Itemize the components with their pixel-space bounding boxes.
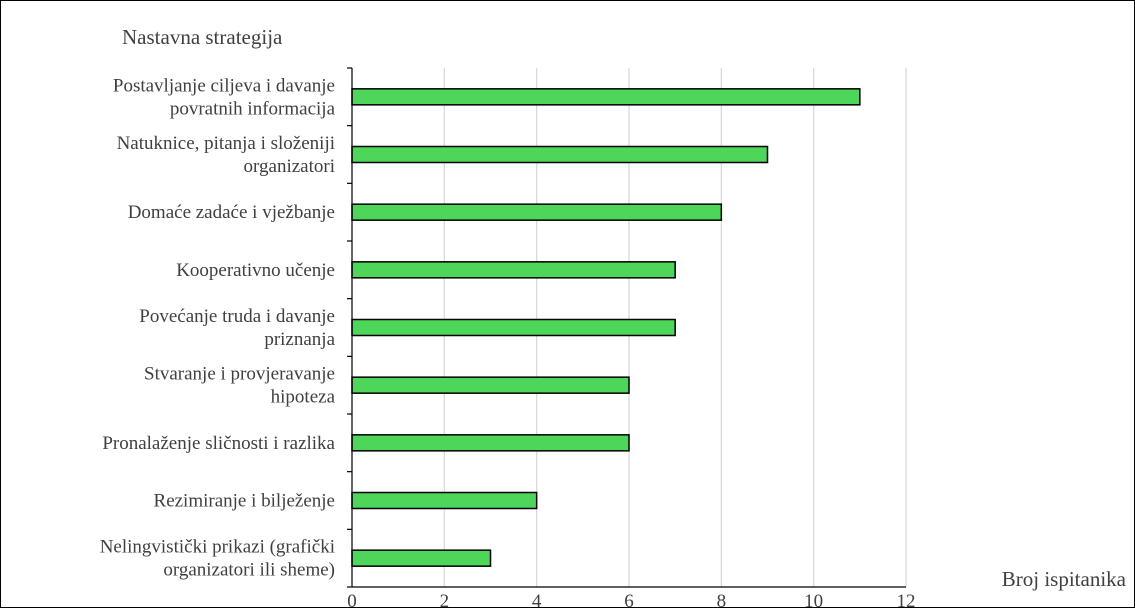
category-label: Natuknice, pitanja i složeniji organizato… (117, 133, 335, 177)
bars (351, 88, 861, 567)
category-label: Rezimiranje i bilježenje (154, 491, 335, 512)
bar (351, 203, 723, 221)
category-label-line: Kooperativno učenje (176, 260, 335, 281)
category-label-line: Povećanje truda i davanje (139, 306, 335, 327)
category-label-line: Nelingvistički prikazi (grafički (100, 537, 335, 558)
category-label-line: Rezimiranje i bilježenje (154, 491, 335, 512)
category-label-line: organizatori (244, 156, 335, 177)
x-tick-label: 2 (440, 591, 450, 609)
category-label-line: Stvaranje i provjeravanje (144, 364, 335, 385)
x-tick-labels: 0 2 4 6 8 10 12 (347, 591, 915, 609)
bar (351, 549, 492, 567)
category-labels: Postavljanje ciljeva i davanje povratnih … (100, 75, 336, 580)
x-tick-label: 8 (717, 591, 727, 609)
x-tick-label: 10 (804, 591, 823, 609)
category-label: Pronalaženje sličnosti i razlika (102, 433, 335, 454)
category-label: Stvaranje i provjeravanje hipoteza (144, 364, 336, 408)
category-label-line: priznanja (264, 329, 335, 350)
bar (351, 491, 538, 510)
category-label: Nelingvistički prikazi (grafički organiza… (100, 537, 335, 581)
x-tick-label: 0 (347, 591, 357, 609)
category-label: Povećanje truda i davanje priznanja (139, 306, 335, 350)
bar (351, 261, 676, 279)
category-label-line: Domaće zadaće i vježbanje (128, 202, 335, 223)
axes (351, 68, 906, 588)
category-label-line: povratnih informacija (170, 98, 336, 119)
category-label-line: hipoteza (271, 387, 336, 408)
bar (351, 376, 630, 394)
x-axis-title: Broj ispitanika (1002, 567, 1127, 591)
category-label: Domaće zadaće i vježbanje (128, 202, 335, 223)
x-tick-label: 6 (624, 591, 634, 609)
x-tick-label: 4 (532, 591, 542, 609)
y-axis-title: Nastavna strategija (122, 25, 283, 49)
y-axis-ticks (347, 67, 352, 588)
bar (351, 145, 769, 164)
x-tick-label: 12 (897, 591, 916, 609)
category-label-line: Natuknice, pitanja i složeniji (117, 133, 335, 154)
bar (351, 318, 676, 337)
category-label-line: Pronalaženje sličnosti i razlika (102, 433, 335, 454)
bar (351, 88, 861, 106)
category-label: Kooperativno učenje (176, 260, 335, 281)
bar (351, 434, 630, 452)
category-label: Postavljanje ciljeva i davanje povratnih … (113, 75, 336, 119)
category-label-line: Postavljanje ciljeva i davanje (113, 75, 335, 96)
category-label-line: organizatori ili sheme) (163, 560, 335, 581)
